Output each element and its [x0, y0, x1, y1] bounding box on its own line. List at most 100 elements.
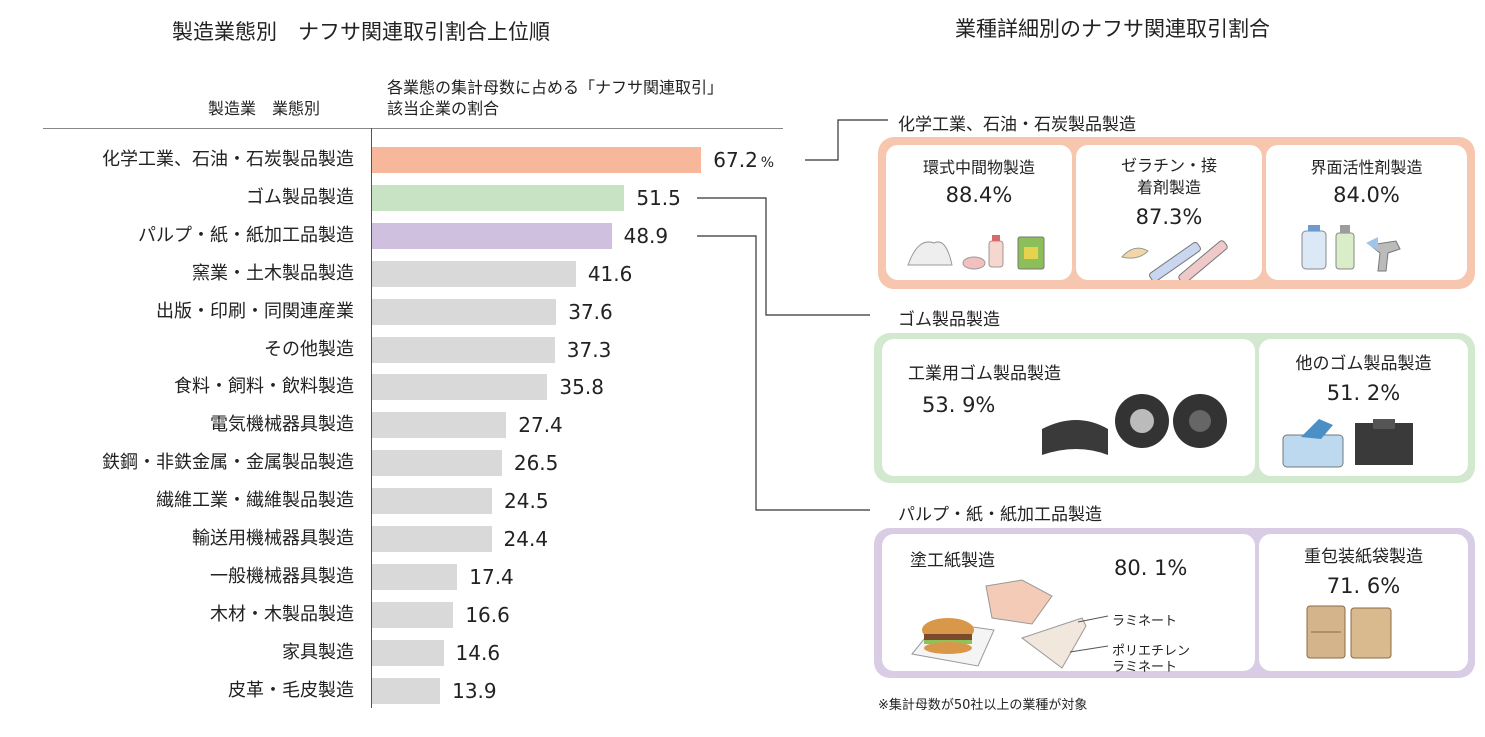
card-value: 53. 9% [922, 393, 996, 417]
paper-bag-icons [1306, 605, 1392, 659]
bar [372, 298, 557, 325]
card-gelatin-adhesive: ゼラチン・接着剤製造 87.3% [1076, 145, 1262, 280]
category-label: 繊維工業・繊維製品製造 [156, 490, 354, 512]
value-number: 24.4 [503, 527, 549, 551]
bar [372, 260, 576, 287]
connector-chemical [805, 119, 888, 161]
value-number: 26.5 [513, 451, 559, 476]
value-column-header-line1: 各業態の集計母数に占める「ナフサ関連取引」 [387, 78, 724, 97]
value-label: 24.4 [504, 526, 549, 552]
category-label: 電気機械器具製造 [210, 414, 354, 436]
sub-label-polyethylene: ポリエチレン [1112, 644, 1191, 659]
burger-and-paper-icons [911, 579, 1109, 669]
value-label: 13.9 [452, 678, 497, 704]
section-label-chemical: 化学工業、石油・石炭製品製造 [898, 115, 1136, 135]
value-number: 41.6 [587, 261, 633, 286]
card-industrial-rubber: 工業用ゴム製品製造 53. 9% [882, 339, 1255, 476]
value-number: 67.2 [713, 148, 758, 172]
adhesive-tube-icons [1121, 240, 1228, 280]
category-label: 食料・飼料・飲料製造 [174, 376, 354, 398]
sub-label-laminate: ラミネート [1112, 614, 1178, 629]
value-column-header-line2: 該当企業の割合 [387, 99, 500, 118]
category-label: パルプ・紙・紙加工品製造 [138, 224, 354, 246]
category-label: 一般機械器具製造 [210, 565, 354, 587]
value-label: 27.4 [518, 412, 563, 438]
gloves-and-rubber-mat-icons [1282, 419, 1413, 468]
value-label: 35.8 [559, 374, 604, 400]
value-label: 41.6 [588, 261, 633, 287]
value-label: 37.3 [567, 337, 612, 363]
value-label: 16.6 [465, 602, 510, 628]
bar [372, 526, 492, 552]
value-number: 16.6 [465, 602, 510, 627]
bar [372, 374, 548, 401]
category-column-header: 製造業 業態別 [208, 99, 321, 118]
card-name: 界面活性剤製造 [1310, 158, 1423, 177]
header-divider [43, 128, 783, 129]
footnote: ※集計母数が50社以上の業種が対象 [878, 698, 1088, 713]
bar [372, 412, 507, 439]
card-name: 環式中間物製造 [922, 158, 1035, 177]
value-label: 37.6 [568, 299, 613, 325]
card-value: 71. 6% [1326, 574, 1401, 598]
detergent-and-spray-icons [1301, 225, 1401, 272]
rubber-parts-and-tire-icons [1042, 394, 1227, 455]
bar [372, 222, 612, 249]
card-name: 他のゴム製品製造 [1295, 354, 1432, 374]
value-number: 17.4 [469, 564, 514, 589]
card-heavy-duty-paper-bag: 重包装紙袋製造 71. 6% [1259, 534, 1468, 671]
section-label-pulp: パルプ・紙・紙加工品製造 [898, 505, 1102, 525]
section-label-rubber: ゴム製品製造 [898, 310, 1000, 330]
bar [372, 601, 454, 628]
left-chart-title: 製造業態別 ナフサ関連取引割合上位順 [172, 20, 550, 44]
category-label: 鉄鋼・非鉄金属・金属製品製造 [102, 452, 354, 474]
card-cyclic-intermediates: 環式中間物製造 88.4% [886, 145, 1072, 280]
category-label: 輸送用機械器具製造 [192, 528, 354, 549]
value-number: 13.9 [452, 678, 497, 703]
value-number: 27.4 [518, 413, 563, 438]
value-label: 14.6 [456, 640, 501, 666]
bar [372, 677, 441, 704]
bar [372, 639, 444, 666]
value-label: 48.9 [624, 223, 669, 249]
category-label: ゴム製品製造 [246, 186, 354, 208]
category-label: その他製造 [264, 338, 354, 360]
card-value: 84.0% [1333, 183, 1400, 207]
card-name: 工業用ゴム製品製造 [908, 364, 1061, 384]
card-other-rubber: 他のゴム製品製造 51. 2% [1259, 339, 1468, 476]
category-label: 出版・印刷・同関連産業 [156, 300, 354, 322]
value-number: 51.5 [636, 185, 681, 210]
bar [372, 336, 555, 363]
category-label: 化学工業、石油・石炭製品製造 [102, 149, 354, 170]
card-surfactant: 界面活性剤製造 84.0% [1266, 145, 1467, 280]
card-value: 51. 2% [1326, 381, 1401, 405]
card-name: 重包装紙袋製造 [1304, 547, 1423, 567]
panel-chemical: 環式中間物製造 88.4% ゼラチン・接着剤製造 87.3% 界面活性剤製造 8… [878, 137, 1475, 289]
bar [372, 147, 702, 173]
category-label: 家具製造 [282, 641, 354, 663]
value-number: 35.8 [559, 375, 604, 400]
right-chart-title: 業種詳細別のナフサ関連取引割合 [955, 17, 1270, 41]
powder-and-chemical-icons [907, 235, 1045, 270]
value-label: 67.2% [713, 147, 774, 176]
panel-pulp: 塗工紙製造 80. 1% ラミネート ポリエチレン ラミネート 重包装紙袋製造 … [874, 528, 1475, 678]
bar [372, 184, 625, 211]
card-value: 88.4% [945, 183, 1013, 207]
value-number: 14.6 [455, 640, 501, 665]
value-label: 51.5 [636, 185, 681, 211]
connector-rubber [697, 197, 870, 316]
bar [372, 488, 493, 515]
connector-pulp [697, 235, 870, 511]
value-unit: % [760, 155, 775, 171]
y-axis-line [371, 128, 372, 708]
category-label: 窯業・土木製品製造 [192, 262, 354, 284]
value-number: 37.3 [566, 337, 612, 362]
category-label: 木材・木製品製造 [210, 603, 354, 625]
sub-label-laminate-2: ラミネート [1112, 660, 1178, 675]
card-name: ゼラチン・接着剤製造 [1120, 156, 1217, 197]
card-value: 80. 1% [1114, 556, 1188, 580]
value-label: 24.5 [504, 488, 549, 514]
value-number: 37.6 [568, 299, 613, 324]
value-label: 26.5 [514, 450, 559, 476]
